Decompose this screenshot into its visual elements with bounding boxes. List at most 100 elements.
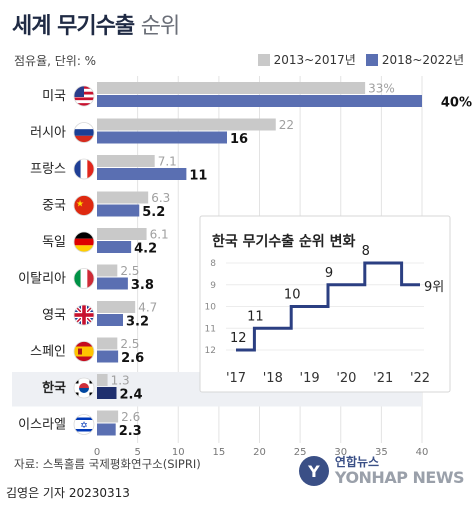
bar-2018-2022 — [97, 387, 117, 399]
category-label: 미국 — [42, 89, 66, 104]
flag-border — [73, 122, 95, 143]
flag-border — [73, 304, 95, 326]
inset-point-label: 8 — [362, 244, 370, 259]
bar-2018-2022 — [97, 314, 123, 326]
flag-border — [73, 268, 95, 289]
inset-x-tick: '19 — [300, 371, 320, 386]
legend: 2013~2017년 2018~2022년 — [257, 51, 464, 68]
inset-y-tick: 8 — [210, 259, 216, 269]
category-label: 한국 — [42, 380, 66, 396]
flag-israel-icon: ✡ — [74, 414, 94, 435]
inset-x-tick: '21 — [373, 371, 393, 386]
value-label-2013-2017: 7.1 — [158, 155, 177, 169]
credit-line: 김영은 기자 20230313 — [6, 486, 130, 500]
inset-chart: 한국 무기수출 순위 변화89101112'17'18'19'20'21'221… — [199, 215, 451, 393]
flag-stripe — [74, 100, 94, 104]
flag-korea-icon — [74, 378, 94, 398]
flag-band — [74, 346, 94, 357]
bar-2013-2017 — [97, 82, 366, 94]
inset-x-tick: '17 — [226, 371, 246, 386]
value-label-2013-2017: 2.5 — [120, 264, 139, 278]
flag-border — [73, 195, 95, 216]
title-sub: 순위 — [140, 14, 180, 39]
bar-row: 독일 6.14.2 — [42, 228, 169, 257]
x-tick-label: 5 — [134, 447, 140, 458]
legend-swatch-blue — [365, 53, 378, 66]
bar-2013-2017 — [97, 155, 155, 167]
x-tick-label: 0 — [94, 447, 100, 458]
inset-y-tick: 11 — [205, 324, 216, 334]
inset-point-label: 9위 — [424, 280, 444, 295]
bar-2018-2022 — [97, 131, 227, 144]
bar-row: 영국 4.73.2 — [42, 301, 157, 330]
x-tick-label: 25 — [294, 447, 307, 458]
flag-band — [74, 122, 94, 130]
category-label: 영국 — [42, 308, 66, 323]
flag-star-of-david: ✡ — [80, 421, 88, 431]
flag-stripe — [74, 429, 94, 432]
source-note: 자료: 스톡홀름 국제평화연구소(SIPRI) — [14, 457, 201, 471]
value-label-2013-2017: 4.7 — [138, 301, 157, 315]
value-label-2013-2017: 2.5 — [120, 337, 139, 351]
value-label-2013-2017: 33% — [368, 82, 395, 96]
flag-cross — [74, 313, 94, 317]
flag-band — [87, 268, 94, 289]
bar-row: 스페인 2.52.6 — [30, 337, 144, 366]
flag-band — [74, 232, 94, 239]
inset-point-label: 11 — [247, 309, 264, 324]
legend-label-2013-2017: 2013~2017년 — [273, 53, 356, 67]
bar-row: 한국 1.32.4 — [42, 374, 142, 403]
inset-point-label: 10 — [284, 288, 301, 303]
bar-2013-2017 — [97, 191, 149, 204]
value-label-2018-2022: 2.4 — [120, 388, 143, 403]
bar-2018-2022 — [97, 168, 187, 180]
flag-border — [73, 414, 95, 435]
flag-taeguk-red — [79, 383, 89, 388]
title-main: 세계 무기수출 — [12, 14, 135, 39]
logo-korean: 연합뉴스 — [334, 455, 380, 469]
flag-spain-icon — [74, 341, 94, 362]
flag-stripe — [74, 97, 94, 101]
bar-2018-2022 — [97, 204, 140, 217]
bar-row: 미국 33% 40% — [42, 82, 472, 111]
inset-y-tick: 12 — [205, 346, 216, 356]
value-label-2018-2022: 11 — [189, 169, 207, 184]
inset-point-label: 9 — [325, 266, 333, 281]
inset-box — [199, 215, 451, 393]
page-title: 세계 무기수출 순위 — [12, 8, 180, 40]
x-tick-label: 35 — [375, 447, 388, 458]
x-tick-label: 15 — [213, 447, 226, 458]
bar-2018-2022 — [97, 423, 116, 436]
flag-field — [74, 195, 94, 216]
category-label: 스페인 — [30, 345, 66, 360]
bar-2013-2017 — [97, 301, 136, 313]
flag-emblem — [78, 348, 82, 355]
inset-step-line — [236, 261, 420, 352]
category-label: 러시아 — [30, 126, 66, 141]
flag-band — [80, 268, 88, 289]
value-label-2013-2017: 22 — [279, 118, 294, 132]
flag-china-icon: ★ — [74, 195, 94, 216]
flag-band — [74, 129, 94, 136]
inset-x-tick: '18 — [263, 371, 283, 386]
flag-usa-icon — [74, 86, 94, 106]
value-label-2018-2022: 5.2 — [142, 205, 165, 220]
legend-label-2018-2022: 2018~2022년 — [381, 53, 464, 67]
inset-title: 한국 무기수출 순위 변화 — [212, 233, 356, 250]
flag-star: ★ — [76, 200, 84, 210]
unit-note: 점유율, 단위: % — [14, 54, 97, 68]
x-tick-label: 10 — [172, 447, 185, 458]
bar-2013-2017 — [97, 374, 108, 386]
category-label: 이탈리아 — [18, 272, 66, 287]
bar-2013-2017 — [97, 337, 118, 350]
yonhap-logo-mark: Y — [298, 456, 329, 487]
category-label: 중국 — [42, 199, 66, 214]
flag-border — [73, 231, 95, 253]
flag-band — [87, 159, 94, 179]
flag-border — [73, 377, 95, 399]
inset-x-tick: '20 — [336, 371, 356, 386]
inset-y-tick: 9 — [210, 281, 216, 291]
value-label-2013-2017: 2.6 — [121, 410, 140, 424]
logo-english: YONHAP NEWS — [334, 468, 465, 488]
